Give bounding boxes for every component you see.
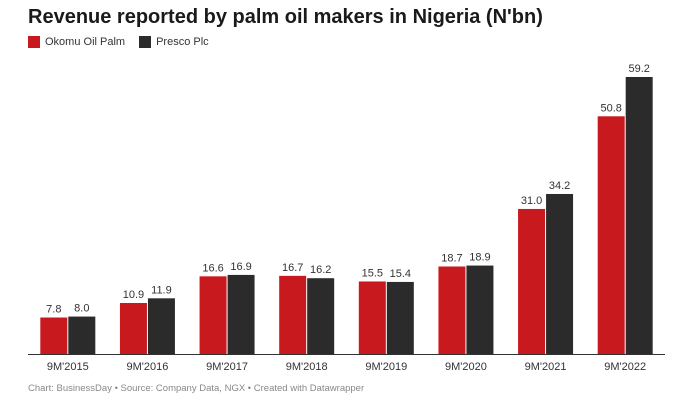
bar-okomu (199, 276, 227, 354)
legend-label-presco: Presco Plc (156, 36, 209, 48)
x-tick-label: 9M'2016 (127, 361, 169, 373)
bar-presco (546, 193, 574, 354)
data-label: 11.9 (151, 284, 172, 296)
legend-item-presco: Presco Plc (139, 36, 209, 48)
data-label: 18.7 (441, 253, 462, 265)
legend-swatch-presco (139, 36, 152, 48)
data-label: 18.9 (469, 252, 490, 264)
legend-item-okomu: Okomu Oil Palm (28, 36, 125, 48)
bar-okomu (358, 281, 386, 354)
bar-presco (466, 265, 494, 354)
chart-footer: Chart: BusinessDay • Source: Company Dat… (28, 383, 365, 394)
bar-okomu (597, 116, 625, 355)
legend-label-okomu: Okomu Oil Palm (45, 36, 126, 48)
legend-swatch-okomu (28, 36, 40, 48)
x-tick-label: 9M'2019 (365, 361, 407, 373)
bar-okomu (518, 208, 546, 354)
bar-okomu (279, 275, 307, 354)
bar-presco (307, 278, 335, 354)
bar-okomu (119, 302, 147, 354)
x-tick-label: 9M'2021 (525, 361, 567, 373)
x-tick-label: 9M'2015 (47, 361, 89, 373)
data-label: 16.2 (310, 264, 331, 276)
data-label: 15.4 (390, 268, 411, 280)
legend: Okomu Oil Palm Presco Plc (28, 36, 209, 48)
bar-presco (147, 298, 175, 354)
x-tick-label: 9M'2022 (604, 361, 646, 373)
data-label: 16.9 (230, 261, 251, 273)
bar-presco (68, 316, 96, 354)
data-label: 34.2 (549, 180, 570, 192)
data-label: 16.7 (282, 262, 303, 274)
data-label: 59.2 (628, 63, 649, 75)
data-label: 7.8 (46, 304, 61, 316)
data-label: 31.0 (521, 195, 542, 207)
bar-presco (625, 77, 653, 354)
data-label: 10.9 (123, 289, 144, 301)
data-label: 50.8 (600, 102, 621, 114)
x-tick-label: 9M'2020 (445, 361, 487, 373)
bar-okomu (40, 317, 68, 354)
x-tick-label: 9M'2018 (286, 361, 328, 373)
data-label: 16.6 (202, 262, 223, 274)
bar-presco (386, 281, 414, 354)
bar-okomu (438, 266, 466, 354)
data-label: 8.0 (74, 303, 89, 315)
x-tick-label: 9M'2017 (206, 361, 248, 373)
chart-title: Revenue reported by palm oil makers in N… (28, 6, 543, 28)
bar-presco (227, 274, 255, 354)
data-label: 15.5 (362, 267, 383, 279)
